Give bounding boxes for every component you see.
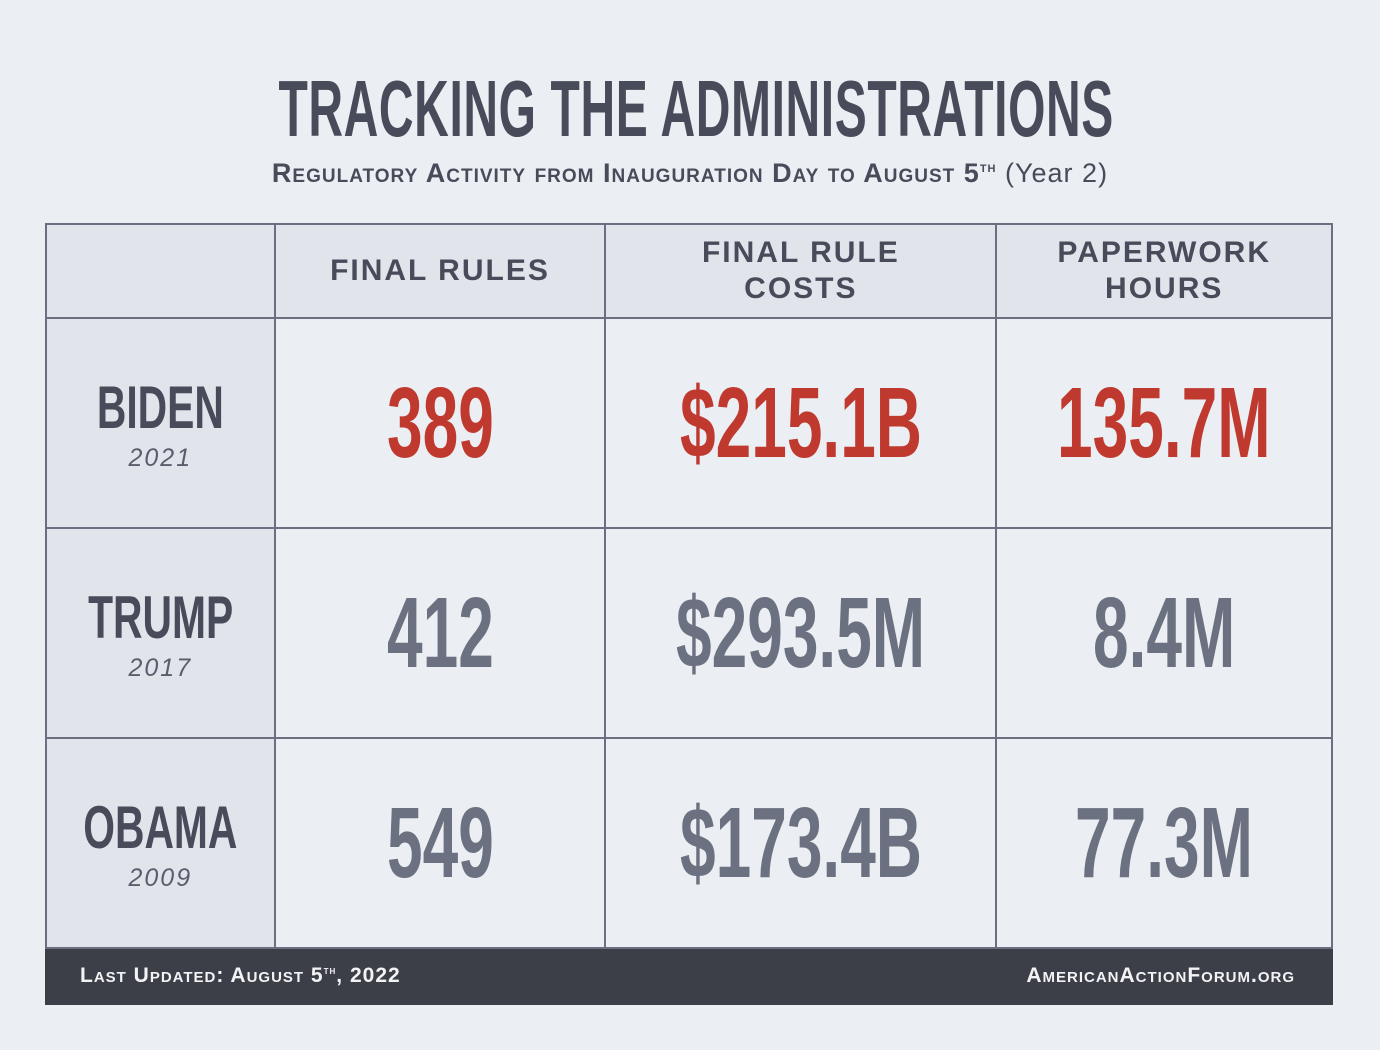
- updated-text: Last Updated: August 5: [80, 964, 324, 987]
- value-text: 77.3M: [1075, 786, 1254, 899]
- value-text: 549: [386, 786, 494, 899]
- value-text: 389: [386, 366, 494, 479]
- inauguration-year: 2009: [128, 864, 193, 892]
- value-text: $293.5M: [676, 576, 926, 689]
- value-text: 135.7M: [1057, 366, 1271, 479]
- inauguration-year: 2021: [128, 444, 193, 472]
- row-header: TRUMP 2017: [45, 527, 276, 739]
- president-name: BIDEN: [96, 374, 224, 441]
- table-row: BIDEN 2021 389 $215.1B 135.7M: [45, 317, 1333, 529]
- comparison-table: FINAL RULES FINAL RULE COSTS PAPERWORK H…: [45, 223, 1333, 949]
- col-header-text: FINAL RULES: [330, 254, 550, 287]
- table-row: TRUMP 2017 412 $293.5M 8.4M: [45, 527, 1333, 739]
- title-text: TRACKING THE ADMINISTRATIONS: [278, 64, 1114, 153]
- value-cell: 549: [273, 737, 607, 949]
- corner-cell: [45, 223, 276, 319]
- col-header-text: PAPERWORK HOURS: [1057, 236, 1271, 305]
- subtitle-tail: (Year 2): [1005, 158, 1109, 188]
- col-header-text: FINAL RULE COSTS: [701, 236, 900, 305]
- value-text: $215.1B: [679, 366, 922, 479]
- header-row: FINAL RULES FINAL RULE COSTS PAPERWORK H…: [45, 223, 1333, 319]
- value-cell: $215.1B: [604, 317, 998, 529]
- value-cell: 135.7M: [995, 317, 1333, 529]
- row-header: OBAMA 2009: [45, 737, 276, 949]
- last-updated: Last Updated: August 5th, 2022: [80, 964, 401, 988]
- subtitle: Regulatory Activity from Inauguration Da…: [0, 158, 1380, 189]
- president-name: TRUMP: [87, 584, 233, 651]
- col-header: FINAL RULES: [273, 223, 607, 319]
- value-cell: 389: [273, 317, 607, 529]
- row-header: BIDEN 2021: [45, 317, 276, 529]
- value-cell: 412: [273, 527, 607, 739]
- updated-sup: th: [323, 965, 337, 977]
- value-text: $173.4B: [679, 786, 922, 899]
- value-cell: 77.3M: [995, 737, 1333, 949]
- subtitle-sup: th: [979, 159, 997, 176]
- col-header: PAPERWORK HOURS: [995, 223, 1333, 319]
- updated-year: , 2022: [336, 964, 401, 987]
- subtitle-main: Regulatory Activity from Inauguration Da…: [271, 158, 980, 188]
- col-header: FINAL RULE COSTS: [604, 223, 998, 319]
- table-row: OBAMA 2009 549 $173.4B 77.3M: [45, 737, 1333, 949]
- page-title: TRACKING THE ADMINISTRATIONS: [0, 63, 1380, 155]
- value-text: 412: [386, 576, 494, 689]
- inauguration-year: 2017: [128, 654, 193, 682]
- president-name: OBAMA: [83, 794, 238, 861]
- site-link[interactable]: AmericanActionForum.org: [1026, 964, 1295, 987]
- value-cell: $173.4B: [604, 737, 998, 949]
- value-cell: 8.4M: [995, 527, 1333, 739]
- footer: Last Updated: August 5th, 2022 AmericanA…: [45, 949, 1333, 1005]
- value-cell: $293.5M: [604, 527, 998, 739]
- value-text: 8.4M: [1093, 576, 1236, 689]
